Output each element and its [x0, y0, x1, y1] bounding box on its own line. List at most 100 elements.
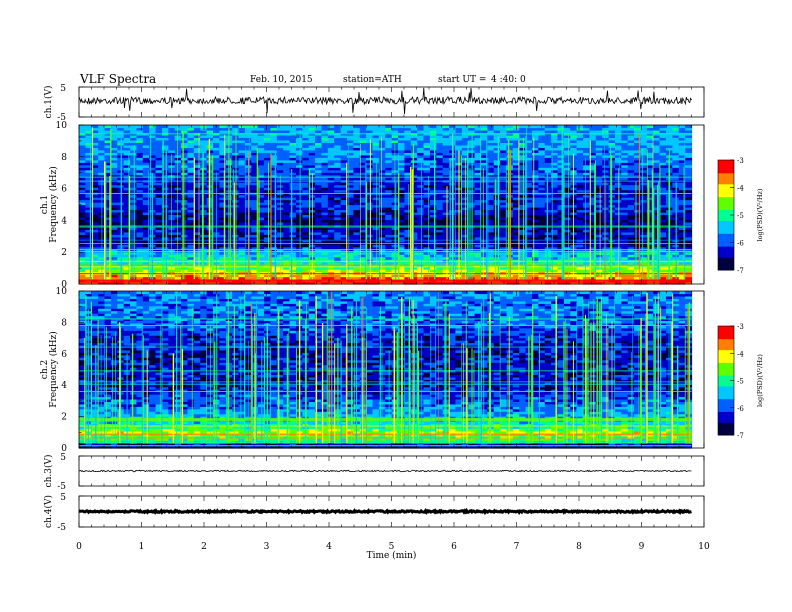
ch1-spectrogram-cell	[404, 194, 412, 198]
ch1-spectrogram-cell	[289, 159, 297, 163]
ch1-spectrogram-cell	[295, 162, 303, 166]
ch1-spectrogram-cell	[136, 274, 144, 278]
ch1-spectrogram-cell	[295, 281, 303, 285]
ch1-spectrogram-cell	[531, 246, 539, 250]
ch1-spectrogram-cell	[442, 169, 450, 173]
ch1-spectrogram-cell	[366, 216, 374, 220]
ch1-spectrogram-cell	[372, 189, 380, 193]
ch1-spectrogram-cell	[346, 234, 354, 238]
ch1-spectrogram-cell	[142, 229, 150, 233]
ch1-spectrogram-cell	[404, 239, 412, 243]
ch1-spectrogram-cell	[500, 239, 508, 243]
ch1-spectrogram-cell	[614, 236, 622, 240]
ch1-spectrogram-cell	[270, 216, 278, 220]
ch1-spectrogram-cell	[659, 256, 667, 260]
ch1-spectrogram-cell	[429, 187, 437, 191]
ch1-spectrogram-cell	[589, 189, 597, 193]
ch1-spectrogram-cell	[646, 254, 654, 258]
ch1-spectrogram-cell	[538, 221, 546, 225]
ch1-spectrogram-cell	[685, 274, 693, 278]
ch1-spectrogram-cell	[436, 219, 444, 223]
ch1-spectrogram-cell	[206, 197, 214, 201]
ch1-spectrogram-cell	[493, 184, 501, 188]
ch1-spectrogram-cell	[327, 264, 335, 268]
ch1-spectrogram-cell	[123, 269, 131, 273]
ch1-spectrogram-cell	[557, 211, 565, 216]
ch1-spectrogram-cell	[640, 182, 648, 186]
ch1-spectrogram-cell	[366, 167, 374, 171]
ch1-spectrogram-cell	[289, 184, 297, 188]
ch1-spectrogram-cell	[436, 172, 444, 176]
ch1-spectrogram-cell	[334, 211, 342, 216]
ch1-spectrogram-cell	[219, 249, 227, 253]
ch1-spectrogram-cell	[583, 219, 591, 223]
ch1-spectrogram-cell	[640, 167, 648, 171]
ch1-spectrogram-cell	[410, 167, 418, 171]
ch1-spectrogram-cell	[417, 197, 425, 201]
ch1-spectrogram-cell	[161, 167, 169, 171]
ch1-spectrogram-cell	[480, 159, 488, 163]
ch1-spectrogram-cell	[187, 224, 195, 228]
ch1-spectrogram-cell	[142, 167, 150, 171]
ch1-spectrogram-cell	[614, 256, 622, 260]
ch1-spectrogram-cell	[410, 244, 418, 248]
ch1-spectrogram-cell	[289, 162, 297, 166]
ch1-spectrogram-cell	[295, 264, 303, 268]
ch1-spectrogram-cell	[551, 199, 559, 203]
ch1-spectrogram-cell	[493, 199, 501, 203]
ch1-spectrogram-cell	[334, 221, 342, 225]
ch1-spectrogram-cell	[257, 194, 265, 198]
ch1-spectrogram-cell	[678, 219, 686, 223]
ch1-spectrogram-cell	[302, 234, 310, 238]
ch1-spectrogram-cell	[378, 256, 386, 260]
ch1-spectrogram-cell	[104, 254, 112, 258]
ch1-spectrogram-cell	[531, 269, 539, 273]
ch1-spectrogram-cell	[104, 221, 112, 225]
ch1-spectrogram-cell	[359, 172, 367, 176]
ch1-spectrogram-cell	[646, 246, 654, 250]
ch1-spectrogram-cell	[493, 251, 501, 255]
ch1-spectrogram-cell	[646, 244, 654, 248]
ch1-spectrogram-cell	[659, 219, 667, 223]
ch1-spectrogram-cell	[321, 197, 329, 201]
ch1-spectrogram-cell	[187, 261, 195, 265]
ch1-spectrogram-cell	[123, 239, 131, 243]
ch1-spectrogram-cell	[321, 164, 329, 168]
ch1-spectrogram-cell	[206, 157, 214, 161]
ch1-spectrogram-cell	[659, 221, 667, 225]
ch1-spectrogram-cell	[480, 206, 488, 211]
ch1-spectrogram-cell	[551, 189, 559, 193]
ch1-spectrogram-cell	[378, 269, 386, 273]
ch1-spectrogram-cell	[512, 276, 520, 280]
ch1-spectrogram-cell	[423, 249, 431, 253]
ch1-spectrogram-cell	[531, 221, 539, 225]
ch1-spectrogram-cell	[181, 254, 189, 258]
ch1-spectrogram-cell	[289, 216, 297, 220]
ch1-spectrogram-cell	[519, 182, 527, 186]
ch1-spectrogram-cell	[493, 246, 501, 250]
ch1-spectrogram-cell	[193, 214, 201, 218]
ch1-spectrogram-cell	[142, 224, 150, 228]
ch1-spectrogram-cell	[378, 204, 386, 208]
ch1-spectrogram-cell	[110, 169, 118, 173]
ch1-spectrogram-cell	[627, 236, 635, 240]
ch1-spectrogram-cell	[346, 226, 354, 230]
ch1-spectrogram-cell	[359, 194, 367, 198]
ch1-spectrogram-cell	[685, 202, 693, 206]
ch1-spectrogram-cell	[659, 199, 667, 203]
ch1-spectrogram-cell	[634, 206, 642, 211]
ch1-spectrogram-cell	[589, 236, 597, 240]
ch1-spectrogram-cell	[487, 239, 495, 243]
ch1-spectrogram-cell	[544, 281, 552, 285]
ch1-spectrogram-cell	[181, 239, 189, 243]
ch1-spectrogram-cell	[142, 219, 150, 223]
ch1-spectrogram-cell	[155, 239, 163, 243]
ch1-spectrogram-cell	[276, 276, 284, 280]
ch1-spectrogram-cell	[110, 189, 118, 193]
ch1-spectrogram-cell	[512, 167, 520, 171]
ch1-spectrogram-cell	[531, 271, 539, 275]
ch1-spectrogram-cell	[595, 182, 603, 186]
ch1-spectrogram-cell	[659, 187, 667, 191]
ch1-spectrogram-cell	[646, 264, 654, 268]
ch1-spectrogram-cell	[678, 159, 686, 163]
